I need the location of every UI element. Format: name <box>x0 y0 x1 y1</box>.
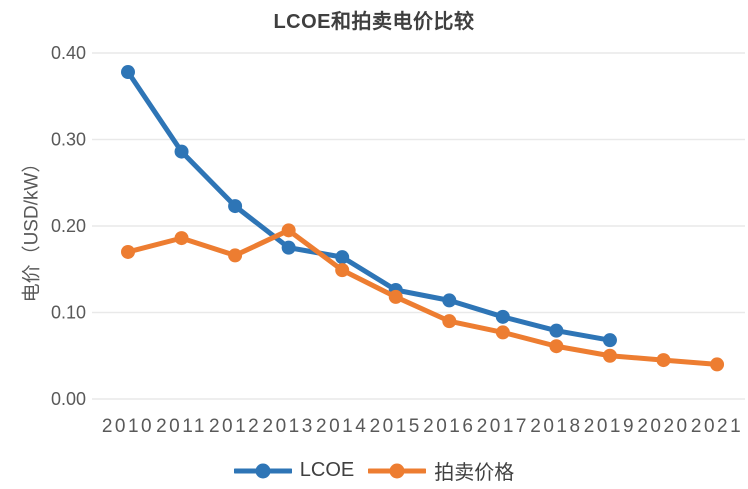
auction-price-point <box>174 231 189 246</box>
x-tick-label: 2018 <box>530 416 582 437</box>
x-tick-label: 2021 <box>691 416 743 437</box>
legend: LCOE 拍卖价格 <box>0 456 748 485</box>
lcoe-point <box>335 250 350 265</box>
lcoe-point <box>549 323 564 338</box>
legend-item-lcoe: LCOE <box>233 459 355 482</box>
x-tick-label: 2015 <box>370 416 422 437</box>
auction-price-legend-dot <box>389 463 405 478</box>
lcoe-legend-dot <box>255 463 271 478</box>
auction-price-point <box>228 248 243 263</box>
lcoe-point <box>602 333 617 348</box>
auction-price-point <box>335 263 350 278</box>
x-tick-label: 2010 <box>102 416 154 437</box>
legend-label-lcoe: LCOE <box>299 459 355 481</box>
auction-price-point <box>602 348 617 363</box>
x-tick-label: 2019 <box>584 416 636 437</box>
auction-price-point <box>442 314 457 329</box>
auction-price-point <box>710 357 725 372</box>
x-tick-label: 2020 <box>637 416 689 437</box>
lcoe-point <box>281 240 296 255</box>
x-tick-label: 2013 <box>263 416 315 437</box>
y-tick-label: 0.00 <box>51 389 86 409</box>
lcoe-point <box>228 199 243 214</box>
lcoe-line <box>125 69 613 343</box>
auction-price-legend-marker-icon <box>368 463 427 478</box>
auction-price-point <box>656 353 671 368</box>
auction-price-point <box>281 223 296 238</box>
x-tick-label: 2016 <box>423 416 475 437</box>
lcoe-point <box>442 293 457 308</box>
auction-price-point <box>549 339 564 354</box>
x-tick-label: 2014 <box>316 416 368 437</box>
y-tick-label: 0.20 <box>51 216 86 236</box>
y-tick-label: 0.10 <box>51 303 86 323</box>
legend-label-auction-price: 拍卖价格 <box>434 462 515 484</box>
y-tick-label: 0.40 <box>51 43 86 63</box>
x-tick-label: 2011 <box>156 416 207 437</box>
lcoe-point <box>121 65 135 80</box>
y-tick-label: 0.30 <box>51 130 86 150</box>
x-tick-label: 2017 <box>477 416 529 437</box>
chart-title: LCOE和拍卖电价比较 <box>273 11 475 33</box>
legend-item-auction-price: 拍卖价格 <box>368 456 514 485</box>
lcoe-point <box>174 144 189 159</box>
lcoe-legend-marker-icon <box>233 463 292 478</box>
lcoe-point <box>495 309 510 324</box>
auction-price-line <box>125 227 720 367</box>
auction-price-point <box>388 289 403 304</box>
auction-price-point <box>121 244 135 259</box>
x-tick-label: 2012 <box>209 416 261 437</box>
auction-price-point <box>495 325 510 340</box>
